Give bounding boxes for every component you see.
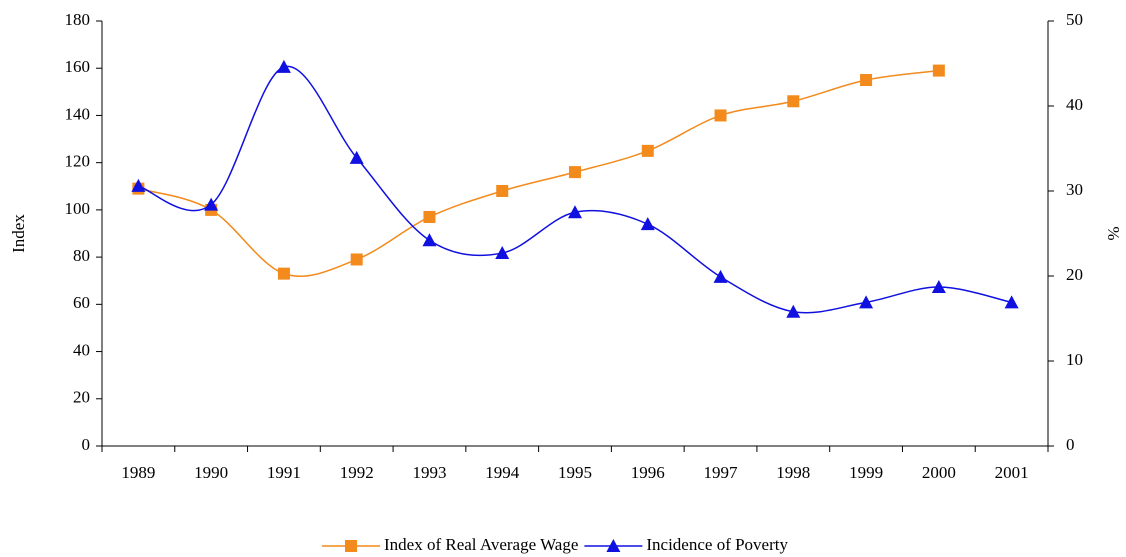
marker: [277, 267, 290, 280]
x-tick-label: 1994: [485, 463, 520, 482]
marker: [204, 197, 219, 211]
x-tick-label: 1993: [412, 463, 446, 482]
y2-tick-label: 30: [1066, 180, 1083, 199]
x-tick-label: 1992: [340, 463, 374, 482]
marker: [859, 295, 874, 309]
y2-axis-label: %: [1104, 226, 1123, 240]
marker: [495, 246, 510, 260]
marker: [787, 95, 800, 108]
marker: [569, 166, 581, 179]
y2-tick-label: 20: [1066, 265, 1083, 284]
marker: [932, 64, 945, 77]
x-tick-label: 1991: [267, 463, 301, 482]
x-tick-label: 1999: [849, 463, 883, 482]
marker: [931, 280, 946, 294]
y2-tick-label: 10: [1066, 350, 1083, 369]
y-tick-label: 20: [73, 388, 90, 407]
x-tick-label: 2000: [922, 463, 956, 482]
y-tick-label: 160: [65, 57, 91, 76]
x-tick-label: 1990: [194, 463, 228, 482]
marker: [496, 185, 509, 197]
marker: [1004, 295, 1019, 309]
marker: [131, 178, 146, 192]
marker: [349, 150, 364, 164]
marker: [350, 253, 363, 266]
marker: [423, 210, 436, 223]
marker: [276, 59, 291, 73]
series-line: [138, 69, 939, 278]
y-tick-label: 180: [65, 10, 91, 29]
marker: [860, 74, 873, 87]
marker: [641, 144, 654, 157]
y-tick-label: 80: [73, 246, 90, 265]
x-tick-label: 1995: [558, 463, 592, 482]
x-tick-label: 1997: [704, 463, 739, 482]
y-tick-label: 120: [65, 152, 91, 171]
marker: [422, 233, 437, 247]
x-tick-label: 1989: [121, 463, 155, 482]
x-tick-label: 1996: [631, 463, 665, 482]
y-tick-label: 0: [82, 435, 91, 454]
legend-label: Incidence of Poverty: [646, 535, 788, 554]
y2-tick-label: 0: [1066, 435, 1075, 454]
y2-tick-label: 40: [1066, 95, 1083, 114]
legend-label: Index of Real Average Wage: [384, 535, 578, 554]
marker: [714, 109, 727, 122]
marker: [606, 539, 621, 552]
series-line: [138, 65, 1012, 314]
marker: [345, 540, 357, 552]
y-tick-label: 40: [73, 340, 90, 359]
y-tick-label: 100: [65, 199, 91, 218]
marker: [640, 217, 655, 231]
marker: [786, 304, 801, 318]
y-tick-label: 140: [65, 104, 91, 123]
x-tick-label: 1998: [776, 463, 810, 482]
marker: [713, 269, 728, 283]
marker: [568, 205, 582, 219]
y2-tick-label: 50: [1066, 10, 1083, 29]
y-tick-label: 60: [73, 293, 90, 312]
y-axis-label: Index: [9, 214, 28, 253]
x-tick-label: 2001: [995, 463, 1029, 482]
